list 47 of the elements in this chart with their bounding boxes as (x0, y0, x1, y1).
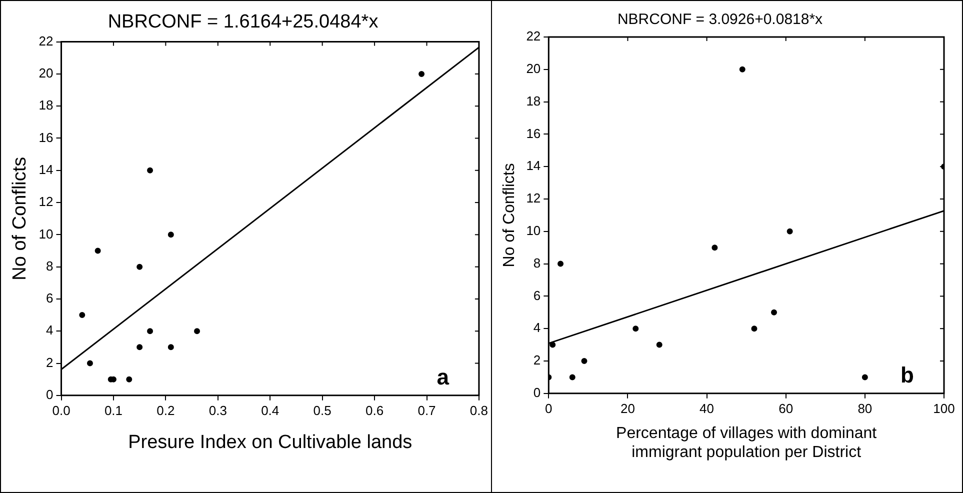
y-tick-label: 12 (526, 190, 541, 206)
y-tick-label: 2 (46, 354, 54, 370)
y-tick-label: 6 (533, 288, 541, 303)
y-tick-label: 4 (533, 320, 541, 336)
x-tick-label: 80 (858, 400, 872, 416)
y-tick-label: 16 (38, 130, 54, 145)
x-tick-label: 0.7 (418, 402, 436, 418)
y-tick-label: 18 (526, 93, 541, 108)
y-tick-label: 8 (533, 255, 541, 270)
y-tick-label: 22 (526, 28, 541, 44)
x-tick-label: 100 (933, 400, 955, 416)
y-tick-label: 8 (46, 258, 54, 274)
x-tick-label: 0.4 (261, 402, 280, 418)
y-tick-label: 2 (533, 352, 541, 368)
y-tick-label: 10 (38, 226, 54, 242)
y-tick-label: 18 (38, 98, 54, 113)
y-tick-label: 20 (526, 60, 541, 76)
y-tick-label: 16 (526, 126, 541, 141)
annotation: b (900, 362, 914, 388)
x-tick-label: 0.5 (313, 402, 332, 418)
x-tick-label: 0.1 (104, 402, 123, 418)
y-tick-label: 0 (533, 384, 541, 400)
x-axis-title: Percentage of villages with dominant immigrant population per District (616, 424, 878, 461)
y-axis-title: No of Conflicts (501, 163, 518, 268)
y-tick-label: 10 (526, 222, 541, 238)
x-tick-label: 0.0 (52, 402, 70, 418)
chart-title: NBRCONF = 3.0926+0.0818*x (617, 11, 824, 28)
y-tick-label: 14 (526, 158, 541, 174)
x-tick-label: 0.2 (156, 402, 175, 418)
x-tick-label: 60 (778, 400, 794, 416)
y-tick-label: 6 (46, 290, 54, 306)
x-tick-label: 40 (700, 400, 714, 416)
annotation: a (436, 364, 450, 390)
y-tick-label: 14 (38, 162, 54, 177)
x-tick-label: 0 (545, 400, 552, 416)
y-axis-title: No of Conflicts (10, 156, 31, 280)
y-tick-label: 12 (38, 194, 54, 210)
x-tick-label: 0.8 (470, 402, 488, 418)
x-tick-label: 20 (620, 400, 635, 416)
x-tick-label: 0.6 (366, 402, 384, 418)
x-axis-title: Presure Index on Cultivable lands (128, 432, 412, 454)
y-tick-label: 20 (38, 66, 54, 81)
chart-title: NBRCONF = 1.6164+25.0484*x (108, 12, 379, 33)
y-tick-label: 4 (46, 322, 54, 338)
y-tick-label: 22 (38, 33, 54, 48)
x-tick-label: 0.3 (208, 402, 227, 418)
y-tick-label: 0 (46, 386, 54, 402)
